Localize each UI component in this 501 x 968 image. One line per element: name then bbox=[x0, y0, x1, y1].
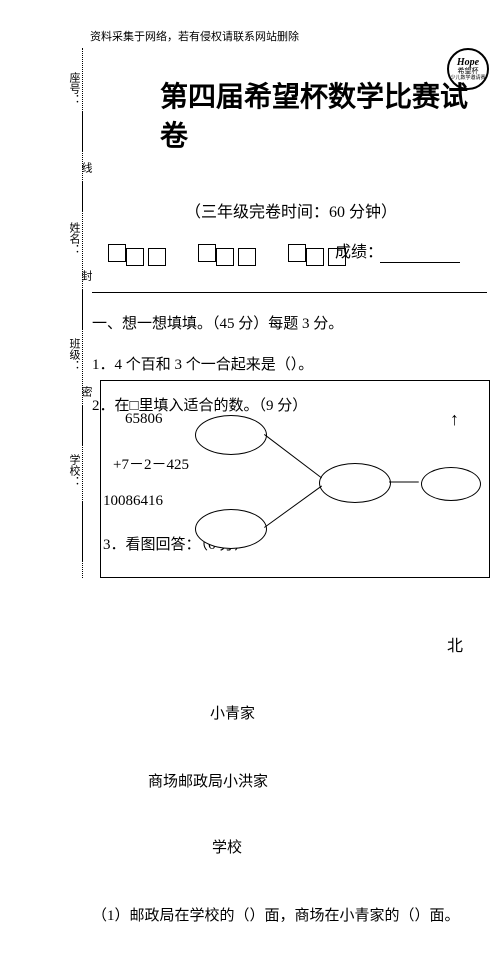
side-line-4 bbox=[82, 406, 83, 446]
side-line-5 bbox=[82, 502, 83, 562]
side-mi: 密 bbox=[78, 386, 94, 397]
xiaoqing-home: 小青家 bbox=[210, 696, 481, 732]
side-class: 班级： bbox=[66, 338, 82, 371]
subtitle: （三年级完卷时间：60 分钟） bbox=[185, 198, 397, 222]
side-xian: 线 bbox=[78, 162, 94, 173]
side-school: 学校： bbox=[66, 454, 82, 487]
side-line-1 bbox=[82, 112, 83, 152]
header-note: 资料采集于网络，若有侵权请联系网站删除 bbox=[90, 28, 299, 44]
score-table-3 bbox=[288, 244, 346, 266]
side-line-3 bbox=[82, 290, 83, 330]
north-label: 北 bbox=[447, 632, 463, 656]
side-feng: 封 bbox=[78, 270, 94, 281]
stamp-line1: 希望杯 bbox=[458, 68, 479, 76]
side-line-2 bbox=[82, 182, 83, 212]
side-name: 姓名： bbox=[66, 222, 82, 255]
diagram-lines bbox=[101, 381, 489, 577]
shops-row: 商场邮政局小洪家 bbox=[148, 764, 481, 800]
score-table-1 bbox=[108, 244, 166, 266]
score-line bbox=[380, 262, 460, 263]
school-label: 学校 bbox=[212, 830, 481, 866]
diagram-box: 65806 +7－2－425 10086416 3．看图回答：（6 分） ↑ bbox=[100, 380, 490, 578]
page-title: 第四届希望杯数学比赛试卷 bbox=[160, 78, 481, 156]
side-binding-strip: 座号： 线 姓名： 封 班级： 密 学校： bbox=[60, 12, 88, 588]
question-3-1: （1）邮政局在学校的（）面，商场在小青家的（）面。 bbox=[92, 898, 481, 934]
score-table-2 bbox=[198, 244, 256, 266]
side-seat: 座号： bbox=[66, 72, 82, 105]
question-1: 1．4 个百和 3 个一合起来是（）。 bbox=[92, 349, 487, 382]
section-1-heading: 一、想一想填填。（45 分）每题 3 分。 bbox=[92, 308, 487, 341]
divider bbox=[92, 292, 487, 293]
